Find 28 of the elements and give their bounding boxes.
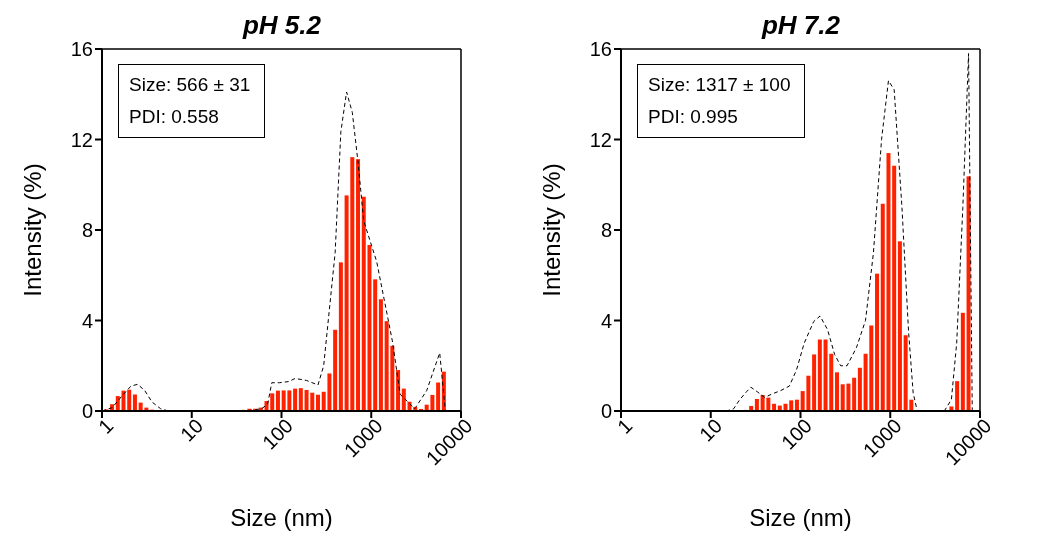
text-box: Size: 1317 ± 100 PDI: 0.995 bbox=[637, 64, 806, 138]
y-axis-title: Intensity (%) bbox=[537, 163, 565, 297]
y-tick-label: 12 bbox=[589, 128, 612, 151]
annotation: Size: 1317 ± 100 bbox=[648, 73, 791, 97]
x-tick-label: 10 bbox=[176, 414, 208, 446]
x-tick-label: 100 bbox=[257, 414, 298, 454]
y-tick-label: 4 bbox=[81, 309, 93, 332]
x-tick-label: 1 bbox=[613, 414, 637, 438]
y-tick-label: 8 bbox=[600, 219, 612, 242]
x-tick-label: 100 bbox=[776, 414, 817, 454]
x-tick-label: 10 bbox=[695, 414, 727, 446]
y-axis-title: Intensity (%) bbox=[18, 163, 46, 297]
y-tick-label: 4 bbox=[600, 309, 612, 332]
y-tick-label: 16 bbox=[70, 38, 93, 61]
y-tick-label: 12 bbox=[70, 128, 93, 151]
y-tick-label: 0 bbox=[600, 400, 612, 423]
annotation: Size: 566 ± 31 bbox=[129, 73, 251, 97]
x-tick-label: 1 bbox=[94, 414, 118, 438]
x-axis-title: Size (nm) bbox=[230, 504, 333, 531]
annotation: PDI: 0.558 bbox=[129, 105, 220, 129]
chart-title: pH 7.2 bbox=[760, 10, 841, 41]
y-tick-label: 8 bbox=[81, 219, 93, 242]
x-axis-title: Size (nm) bbox=[749, 504, 852, 531]
y-tick-label: 16 bbox=[589, 38, 612, 61]
chart-title: pH 5.2 bbox=[241, 10, 322, 41]
text-box: Size: 566 ± 31 PDI: 0.558 bbox=[118, 64, 266, 138]
y-tick-label: 0 bbox=[81, 400, 93, 423]
annotation: PDI: 0.995 bbox=[648, 105, 739, 129]
